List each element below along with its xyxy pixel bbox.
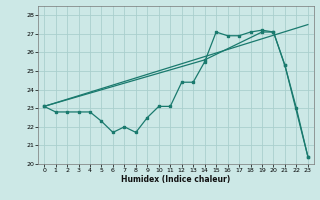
X-axis label: Humidex (Indice chaleur): Humidex (Indice chaleur) xyxy=(121,175,231,184)
